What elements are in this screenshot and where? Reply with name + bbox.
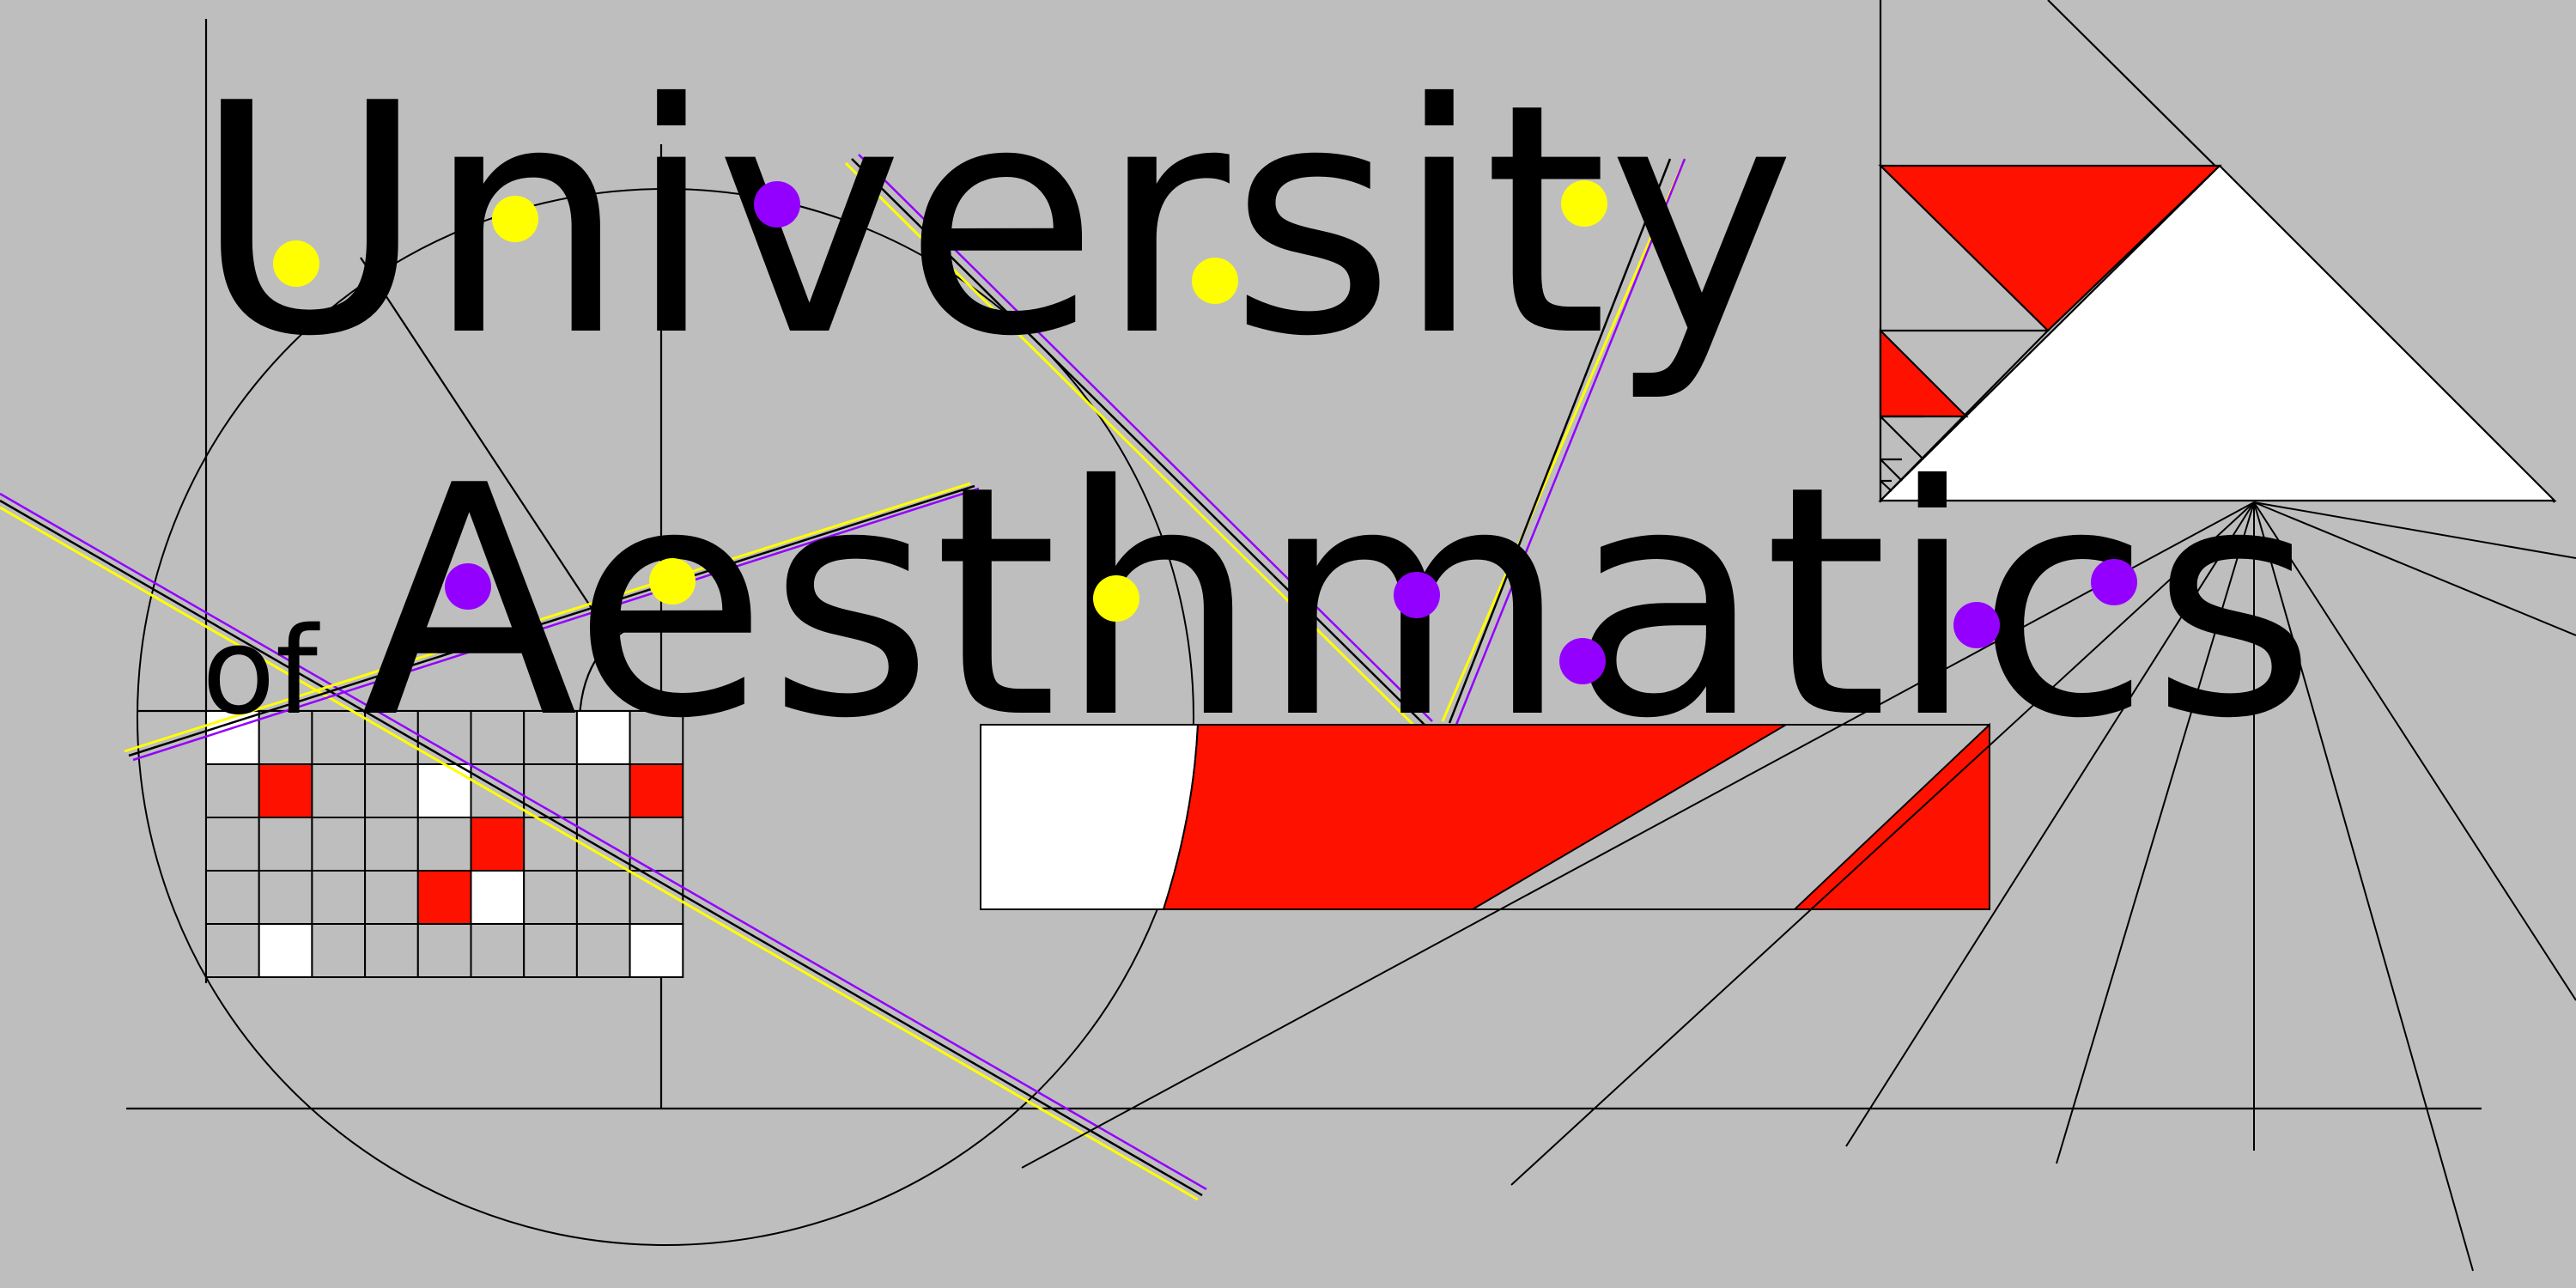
triangle-cluster bbox=[1878, 0, 2557, 503]
grid-cell-white bbox=[470, 870, 526, 925]
ray-line bbox=[1021, 501, 2255, 1169]
grid-cell-white bbox=[205, 710, 260, 765]
title-small-of: of bbox=[202, 602, 320, 742]
yellow-dot bbox=[1093, 575, 1139, 622]
grid-cell-red bbox=[470, 817, 526, 872]
grid-cell-grey bbox=[311, 710, 367, 765]
grid-cell-grey bbox=[575, 870, 631, 925]
grid-cell-grey bbox=[364, 870, 419, 925]
grid-cell-grey bbox=[205, 870, 260, 925]
diagonal-stripes bbox=[0, 154, 1686, 1201]
grid-cell-grey bbox=[258, 817, 313, 872]
grid-cell-white bbox=[629, 923, 684, 978]
grid-cell-grey bbox=[416, 817, 472, 872]
radiating-lines bbox=[1021, 501, 2576, 1272]
grid-cell-grey bbox=[205, 817, 260, 872]
grid-cell-red bbox=[629, 763, 684, 818]
grid-cell-grey bbox=[575, 923, 631, 978]
grid-cell-grey bbox=[311, 763, 367, 818]
ray-line bbox=[1510, 501, 2255, 1186]
purple-dot bbox=[1953, 602, 2000, 648]
ray-line bbox=[2253, 501, 2576, 559]
grid-cell-grey bbox=[205, 763, 260, 818]
decorative-dots bbox=[273, 180, 2137, 684]
ray-line bbox=[2253, 501, 2576, 636]
grid-cell-grey bbox=[205, 923, 260, 978]
grid-cell-white bbox=[258, 923, 313, 978]
ray-line bbox=[2253, 501, 2576, 1001]
grid-cell-grey bbox=[258, 710, 313, 765]
grid-cell-grey bbox=[470, 923, 526, 978]
yellow-dot bbox=[273, 240, 319, 287]
purple-dot bbox=[754, 181, 800, 228]
grid-cell-grey bbox=[311, 923, 367, 978]
grid-cell-grey bbox=[364, 923, 419, 978]
purple-dot bbox=[445, 563, 491, 610]
purple-dot bbox=[2091, 559, 2137, 605]
central-bar bbox=[980, 722, 1990, 910]
grid-cell-grey bbox=[629, 710, 684, 765]
yellow-dot bbox=[649, 558, 696, 605]
grid-cell-grey bbox=[311, 870, 367, 925]
purple-dot bbox=[1394, 572, 1440, 618]
large-circle-outline bbox=[137, 188, 1194, 1246]
grid-cell-red bbox=[258, 763, 313, 818]
yellow-dot bbox=[492, 196, 538, 242]
title-line-aesthmatics: Aesthmatics bbox=[361, 419, 2317, 788]
title-line-university: University bbox=[193, 37, 1795, 406]
ray-line bbox=[2253, 501, 2474, 1272]
grid-cell-grey bbox=[523, 870, 578, 925]
grid-cell-grey bbox=[258, 870, 313, 925]
ray-line bbox=[1845, 501, 2255, 1147]
grid-cell-grey bbox=[416, 923, 472, 978]
purple-dot bbox=[1559, 638, 1606, 684]
ray-line bbox=[2056, 501, 2255, 1164]
grid-cell-grey bbox=[364, 817, 419, 872]
grid-cell-red bbox=[416, 870, 472, 925]
grid-cell-grey bbox=[364, 763, 419, 818]
grid-cell-grey bbox=[523, 923, 578, 978]
yellow-dot bbox=[1192, 258, 1238, 304]
yellow-dot bbox=[1561, 180, 1607, 227]
grid-cell-grey bbox=[311, 817, 367, 872]
